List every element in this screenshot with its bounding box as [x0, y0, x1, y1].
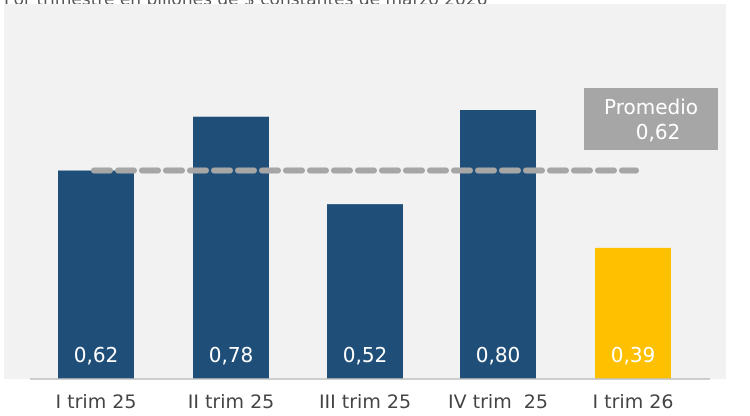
value-labels-group: 0,62 0,78 0,52 0,80 0,39 — [74, 343, 656, 367]
bar-4 — [460, 110, 536, 379]
value-label-2: 0,78 — [209, 343, 254, 367]
category-label-4: IV trim 25 — [448, 391, 548, 413]
category-label-2: II trim 25 — [188, 391, 275, 413]
bar-2 — [193, 116, 269, 379]
average-value: 0,62 — [636, 120, 681, 144]
category-labels-group: I trim 25 II trim 25 III trim 25 IV trim 25… — [56, 391, 674, 413]
value-label-5: 0,39 — [611, 343, 656, 367]
value-label-3: 0,52 — [343, 343, 388, 367]
average-box — [584, 88, 718, 150]
bars-group — [58, 110, 671, 379]
category-label-3: III trim 25 — [319, 391, 411, 413]
category-label-5: I trim 26 — [593, 391, 674, 413]
bar-1 — [58, 170, 134, 379]
value-label-1: 0,62 — [74, 343, 119, 367]
bar-5 — [595, 247, 671, 379]
category-label-1: I trim 25 — [56, 391, 137, 413]
bar-3 — [327, 204, 403, 379]
value-label-4: 0,80 — [476, 343, 521, 367]
average-label: Promedio — [604, 95, 698, 119]
